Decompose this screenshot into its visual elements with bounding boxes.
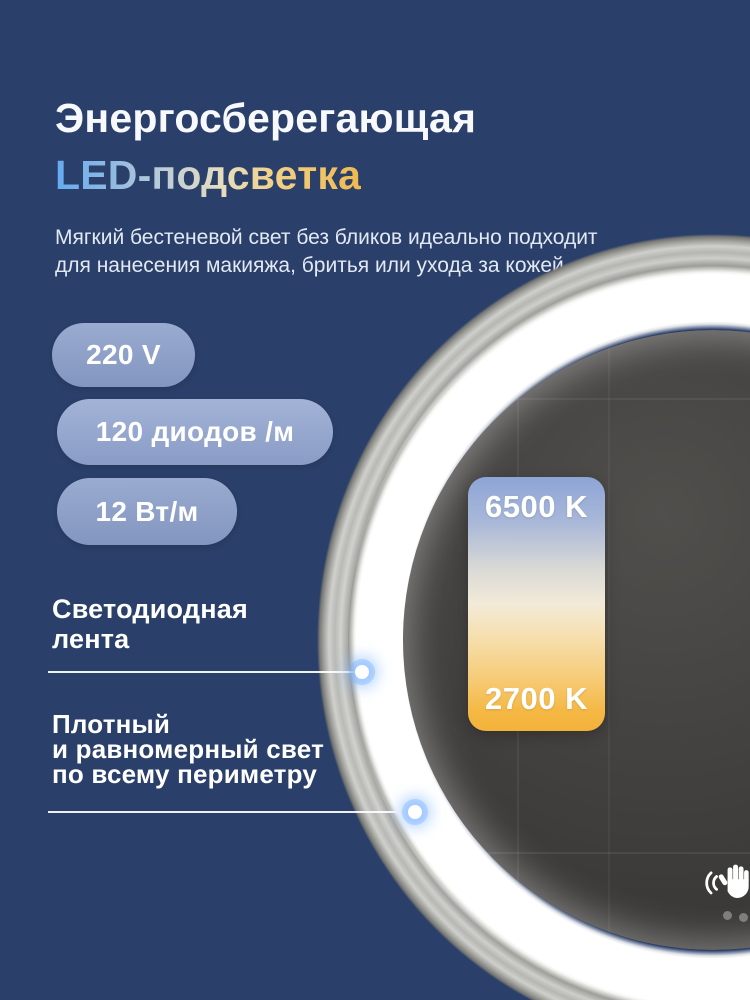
sensor-indicator-dot bbox=[739, 913, 748, 922]
title-line-2: LED-подсветка bbox=[55, 147, 361, 204]
callout-led-strip-pointer-dot bbox=[355, 665, 369, 679]
badge-power-label: 12 Вт/м bbox=[95, 495, 199, 527]
badge-voltage: 220 V bbox=[52, 323, 195, 387]
callout-led-strip-line2: лента bbox=[52, 624, 130, 654]
callout-uniform-light-line1: Плотный bbox=[52, 709, 171, 739]
badge-power: 12 Вт/м bbox=[57, 478, 237, 545]
callout-uniform-light-pointer-line bbox=[48, 811, 415, 813]
title-line-1: Энергосберегающая bbox=[55, 95, 477, 141]
page-title: Энергосберегающая LED-подсветка bbox=[55, 90, 476, 204]
callout-led-strip: Светодиодная лента bbox=[52, 594, 248, 654]
color-temperature-scale: 6500 K 2700 K bbox=[468, 477, 605, 731]
callout-uniform-light-pointer-dot bbox=[408, 805, 422, 819]
cool-temperature-label: 6500 K bbox=[485, 489, 588, 524]
callout-uniform-light-line2: и равномерный свет bbox=[52, 734, 325, 764]
callout-led-strip-line1: Светодиодная bbox=[52, 594, 248, 624]
sensor-indicator-dot bbox=[723, 911, 732, 920]
callout-led-strip-pointer-line bbox=[48, 671, 362, 673]
callout-uniform-light-line3: по всему периметру bbox=[52, 759, 318, 789]
subtitle-text: Мягкий бестеневой свет без бликов идеаль… bbox=[55, 226, 598, 277]
hand-wave-icon bbox=[705, 864, 749, 899]
callout-uniform-light: Плотный и равномерный свет по всему пери… bbox=[52, 709, 325, 789]
badge-voltage-label: 220 V bbox=[86, 339, 161, 370]
warm-temperature-label: 2700 K bbox=[485, 681, 588, 716]
badge-diodes-label: 120 диодов /м bbox=[95, 416, 295, 447]
badge-diodes: 120 диодов /м bbox=[57, 399, 333, 465]
